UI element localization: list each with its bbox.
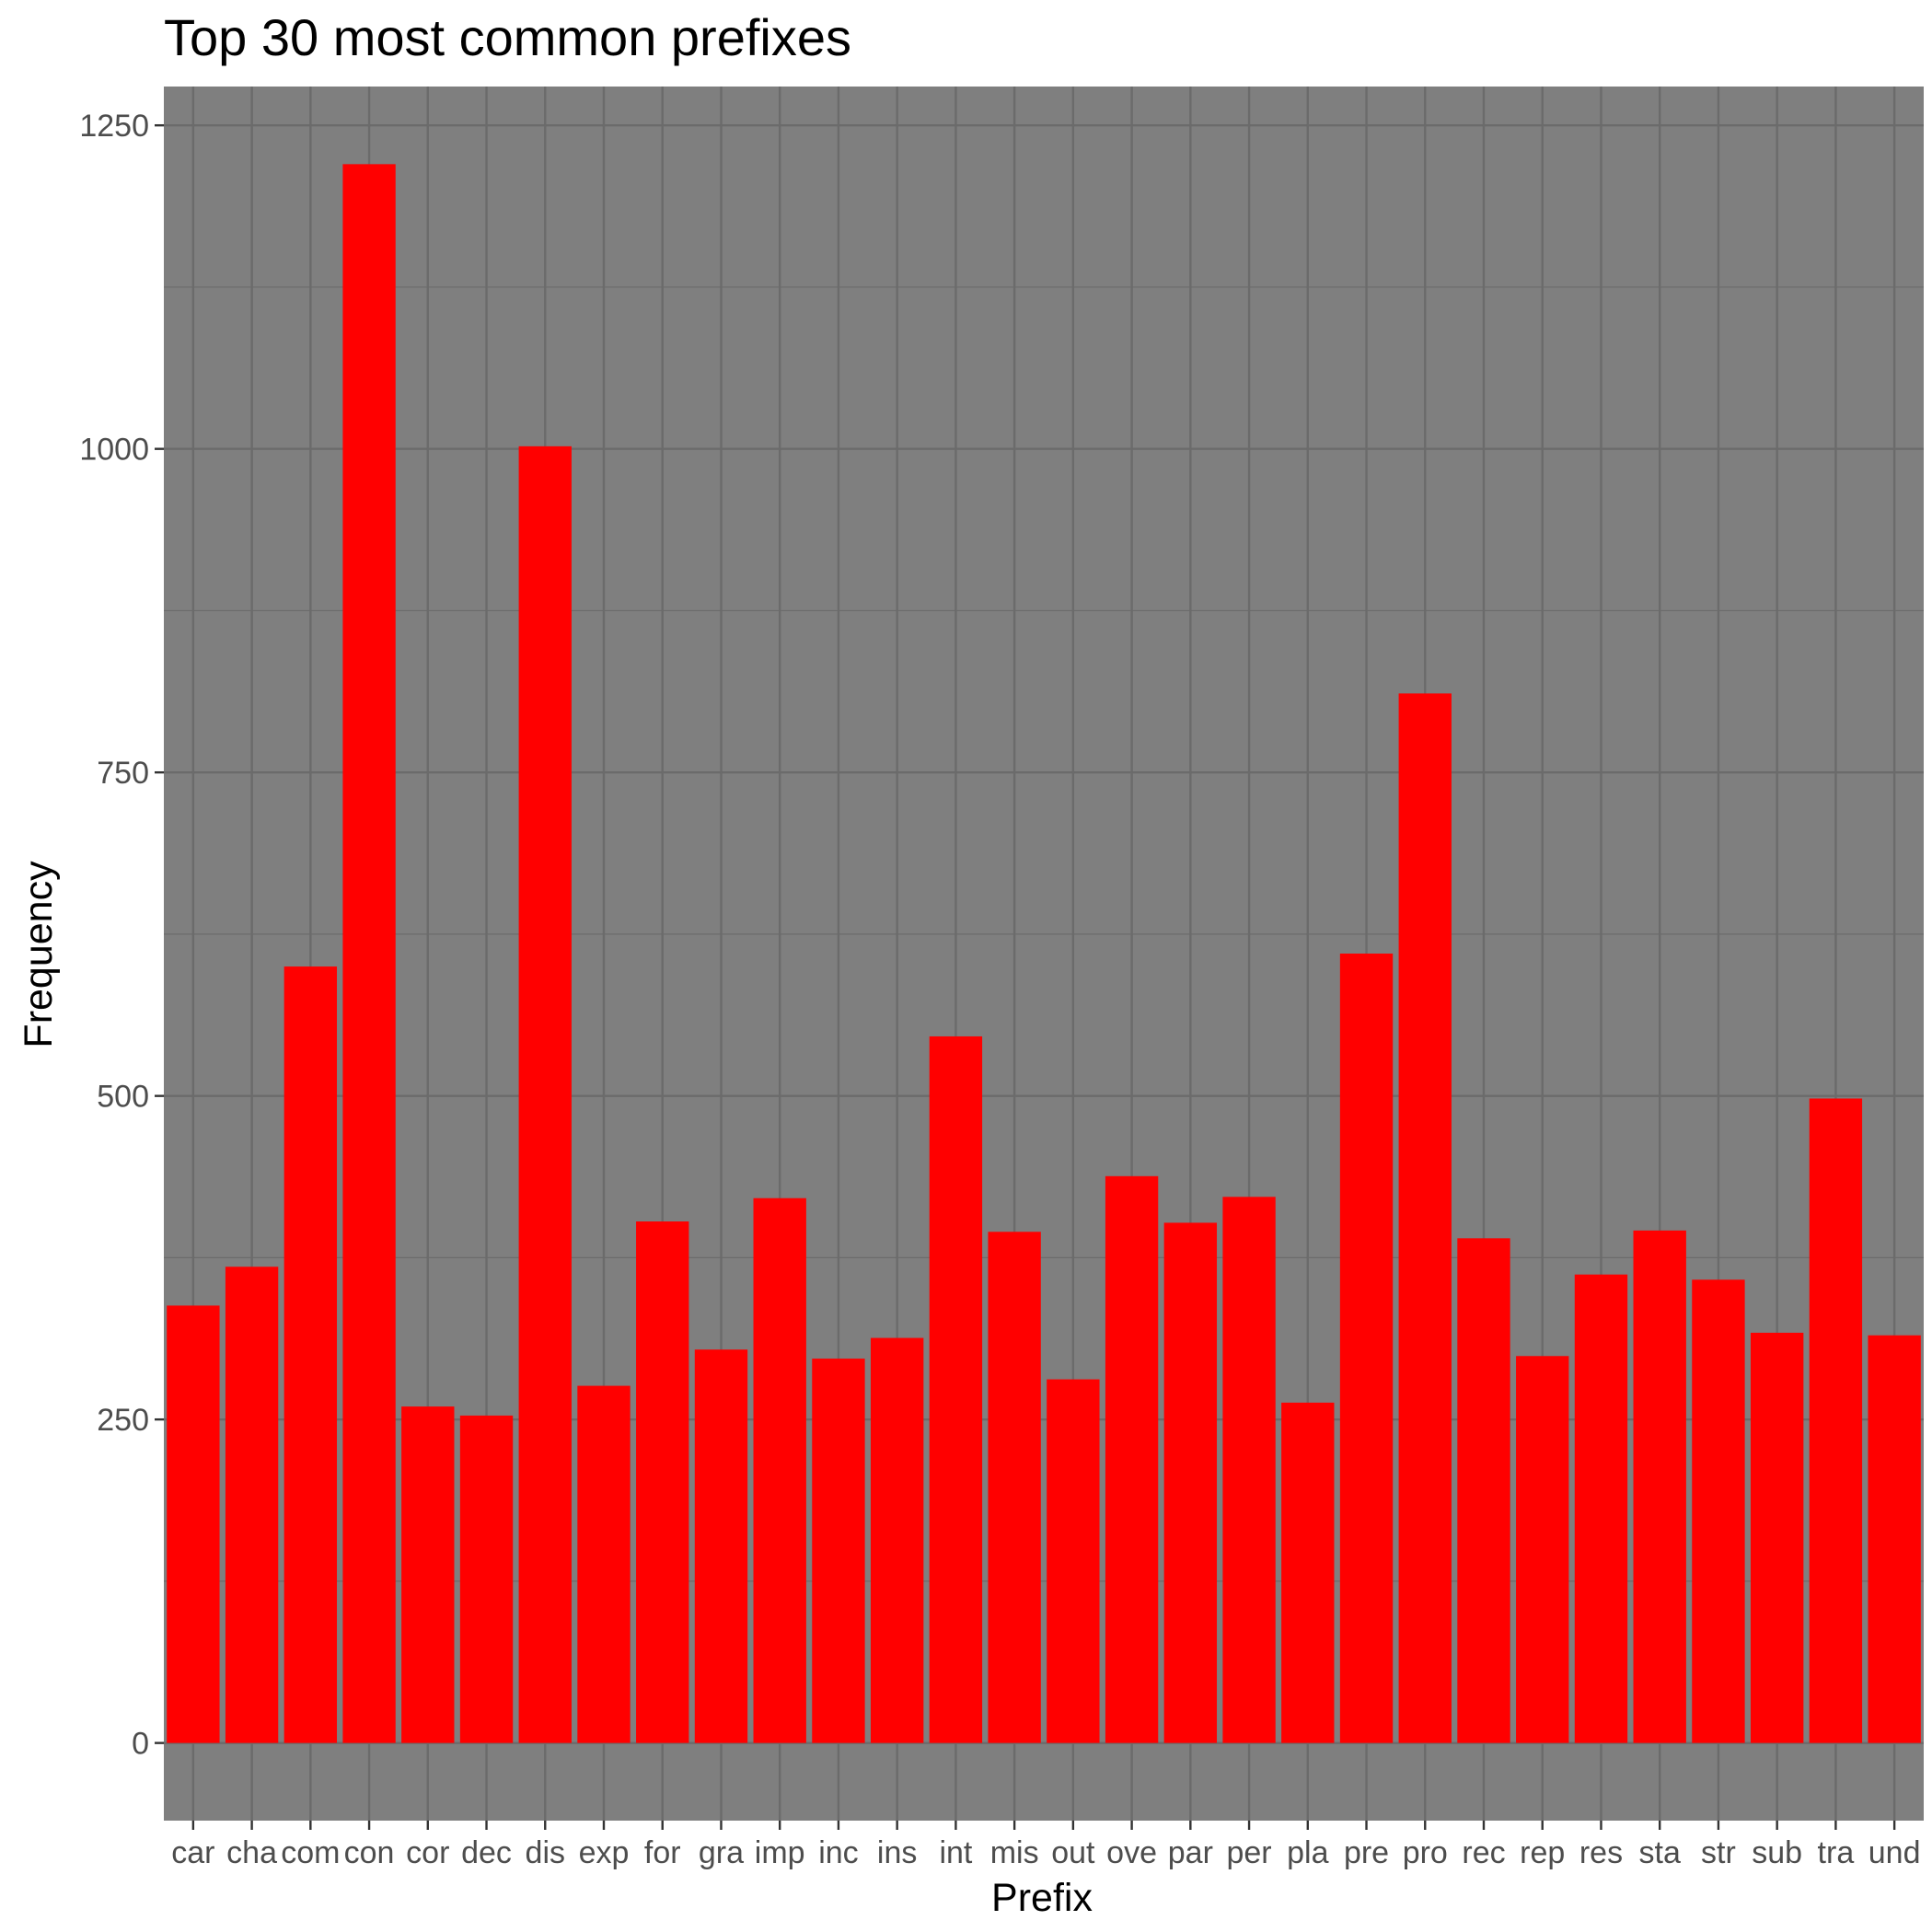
x-tick-label: imp (755, 1835, 805, 1870)
plot-panel (164, 87, 1924, 1821)
y-tick-label: 1000 (79, 433, 149, 468)
bar-und (1868, 1335, 1921, 1743)
bar-cha (225, 1267, 279, 1743)
x-tick-label: ins (877, 1835, 917, 1870)
x-tick-label: car (171, 1835, 214, 1870)
y-tick-label: 1250 (79, 109, 149, 144)
bar-sta (1633, 1230, 1686, 1743)
y-axis: 0 250 500 750 1000 1250 (79, 109, 164, 1762)
x-tick-label: sub (1752, 1835, 1802, 1870)
bar-out (1047, 1379, 1100, 1743)
bar-res (1574, 1274, 1628, 1743)
bar-car (167, 1305, 220, 1743)
y-axis-title: Frequency (17, 861, 61, 1048)
bar-imp (753, 1197, 806, 1743)
x-tick-label: pla (1287, 1835, 1328, 1870)
bar-dec (459, 1415, 514, 1743)
bar-per (1222, 1197, 1276, 1743)
bar-pro (1398, 693, 1452, 1743)
bar-pla (1281, 1402, 1335, 1743)
x-tick-label: dis (526, 1835, 565, 1870)
x-tick-label: per (1226, 1835, 1271, 1870)
x-tick-label: und (1868, 1835, 1921, 1870)
x-tick-label: con (344, 1835, 395, 1870)
x-tick-label: com (281, 1835, 340, 1870)
x-tick-label: sta (1639, 1835, 1681, 1870)
bar-rec (1457, 1238, 1510, 1743)
bar-ins (870, 1337, 924, 1743)
chart-title: Top 30 most common prefixes (164, 8, 851, 66)
x-tick-label: rec (1462, 1835, 1505, 1870)
x-tick-label: rep (1520, 1835, 1565, 1870)
bar-exp (577, 1385, 631, 1743)
bar-con (342, 164, 396, 1743)
x-tick-label: par (1168, 1835, 1213, 1870)
x-tick-label: res (1579, 1835, 1623, 1870)
bar-for (636, 1221, 689, 1743)
bar-rep (1516, 1356, 1569, 1743)
bar-str (1692, 1279, 1745, 1743)
bar-sub (1750, 1332, 1804, 1743)
x-tick-label: cor (406, 1835, 449, 1870)
x-tick-label: exp (579, 1835, 630, 1870)
bar-ove (1105, 1175, 1159, 1743)
y-tick-label: 750 (97, 756, 149, 791)
x-tick-label: inc (818, 1835, 858, 1870)
bar-tra (1809, 1098, 1863, 1743)
bar-par (1163, 1222, 1218, 1743)
bar-pre (1339, 954, 1394, 1743)
x-tick-label: for (644, 1835, 681, 1870)
bar-com (283, 966, 338, 1743)
x-tick-label: gra (699, 1835, 744, 1870)
y-tick-label: 0 (132, 1727, 149, 1762)
x-tick-label: pro (1403, 1835, 1448, 1870)
y-tick-label: 500 (97, 1080, 149, 1115)
bar-int (929, 1035, 983, 1743)
x-tick-label: pre (1344, 1835, 1389, 1870)
x-tick-label: cha (226, 1835, 277, 1870)
bar-inc (812, 1359, 865, 1743)
x-tick-label: int (939, 1835, 972, 1870)
bars (167, 164, 1921, 1743)
bar-cor (401, 1406, 455, 1743)
x-tick-label: out (1051, 1835, 1095, 1870)
x-tick-label: dec (461, 1835, 512, 1870)
bar-dis (518, 445, 572, 1743)
bar-mis (988, 1232, 1041, 1743)
x-tick-label: tra (1818, 1835, 1855, 1870)
bar-gra (694, 1349, 748, 1743)
x-axis: car cha com con cor dec dis exp for gra imp inc ins i… (171, 1821, 1921, 1870)
y-tick-label: 250 (97, 1403, 149, 1438)
x-tick-label: str (1701, 1835, 1736, 1870)
x-tick-label: mis (990, 1835, 1039, 1870)
x-tick-label: ove (1106, 1835, 1157, 1870)
x-axis-title: Prefix (991, 1876, 1093, 1920)
